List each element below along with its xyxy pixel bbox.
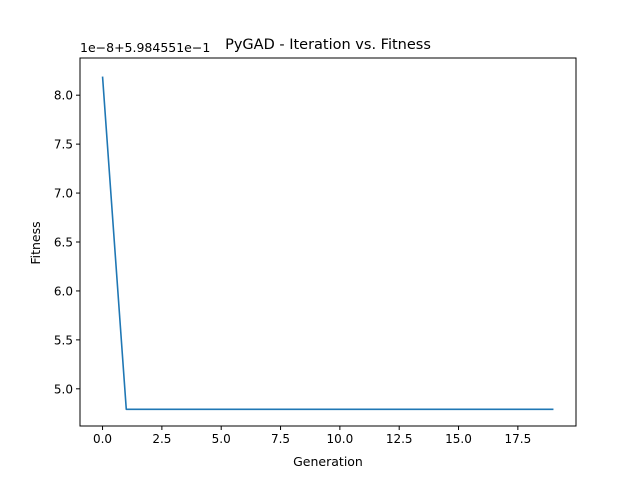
x-axis-label: Generation (293, 454, 363, 469)
y-axis-ticks: 5.0 5.5 6.0 6.5 7.0 7.5 8.0 (54, 89, 80, 396)
y-axis-offset-label: 1e−8+5.984551e−1 (80, 40, 210, 55)
x-tick-label: 10.0 (327, 432, 354, 446)
x-tick-label: 17.5 (504, 432, 531, 446)
chart-title: PyGAD - Iteration vs. Fitness (225, 37, 431, 53)
y-tick-label: 8.0 (54, 89, 73, 103)
x-tick-label: 2.5 (152, 432, 171, 446)
x-axis-ticks: 0.0 2.5 5.0 7.5 10.0 12.5 15.0 17.5 (93, 426, 531, 446)
x-tick-label: 15.0 (445, 432, 472, 446)
y-tick-label: 5.0 (54, 382, 73, 396)
x-tick-label: 7.5 (271, 432, 290, 446)
y-tick-label: 6.0 (54, 284, 73, 298)
y-tick-label: 7.0 (54, 187, 73, 201)
x-tick-label: 12.5 (386, 432, 413, 446)
y-axis-label: Fitness (28, 221, 43, 264)
y-tick-label: 5.5 (54, 333, 73, 347)
y-tick-label: 6.5 (54, 236, 73, 250)
x-tick-label: 5.0 (212, 432, 231, 446)
y-tick-label: 7.5 (54, 138, 73, 152)
plot-frame (79, 57, 577, 427)
x-tick-label: 0.0 (93, 432, 112, 446)
fitness-series-line (101, 76, 554, 411)
series-layer (101, 76, 554, 411)
